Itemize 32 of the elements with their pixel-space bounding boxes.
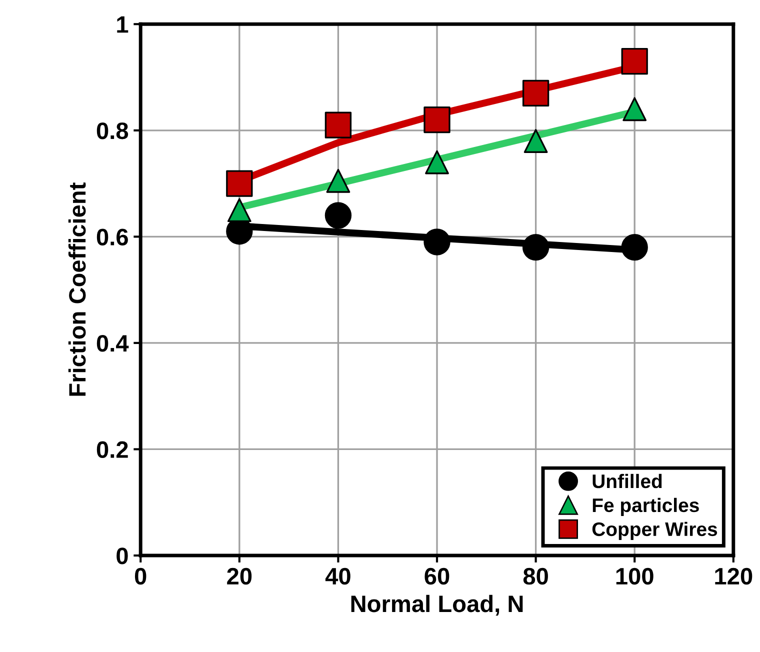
y-tick-label: 0.4 (96, 335, 129, 352)
point (326, 168, 350, 193)
point (424, 106, 450, 134)
point (324, 112, 352, 138)
point (622, 97, 647, 122)
y-tick-label: 0.6 (96, 228, 128, 246)
point (424, 228, 450, 256)
x-tick-label: 60 (424, 568, 450, 585)
point (522, 234, 550, 261)
x-tick-label: 120 (715, 568, 752, 585)
x-tick-label: 0 (134, 568, 146, 585)
legend-label: Unfilled (592, 474, 662, 488)
legend-label: Fe particles (592, 498, 699, 516)
point (226, 170, 253, 197)
y-tick-label: 0.8 (96, 122, 128, 140)
point (425, 150, 449, 174)
legend-label: Copper Wires (592, 522, 718, 540)
point (524, 129, 548, 153)
point (227, 198, 252, 222)
point (522, 80, 550, 107)
x-tick-label: 100 (616, 568, 654, 585)
x-axis-title: Normal Load, N (351, 594, 523, 616)
x-tick-label: 20 (227, 568, 252, 585)
y-tick-label: 0.2 (96, 441, 128, 458)
point (621, 48, 648, 75)
point (324, 202, 352, 229)
y-tick-label: 1 (117, 16, 128, 33)
y-axis-title: Friction Coefficient (68, 182, 86, 396)
y-tick-label: 0 (116, 548, 128, 564)
x-tick-label: 40 (325, 568, 350, 585)
point (621, 234, 648, 261)
x-tick-label: 80 (523, 568, 548, 585)
